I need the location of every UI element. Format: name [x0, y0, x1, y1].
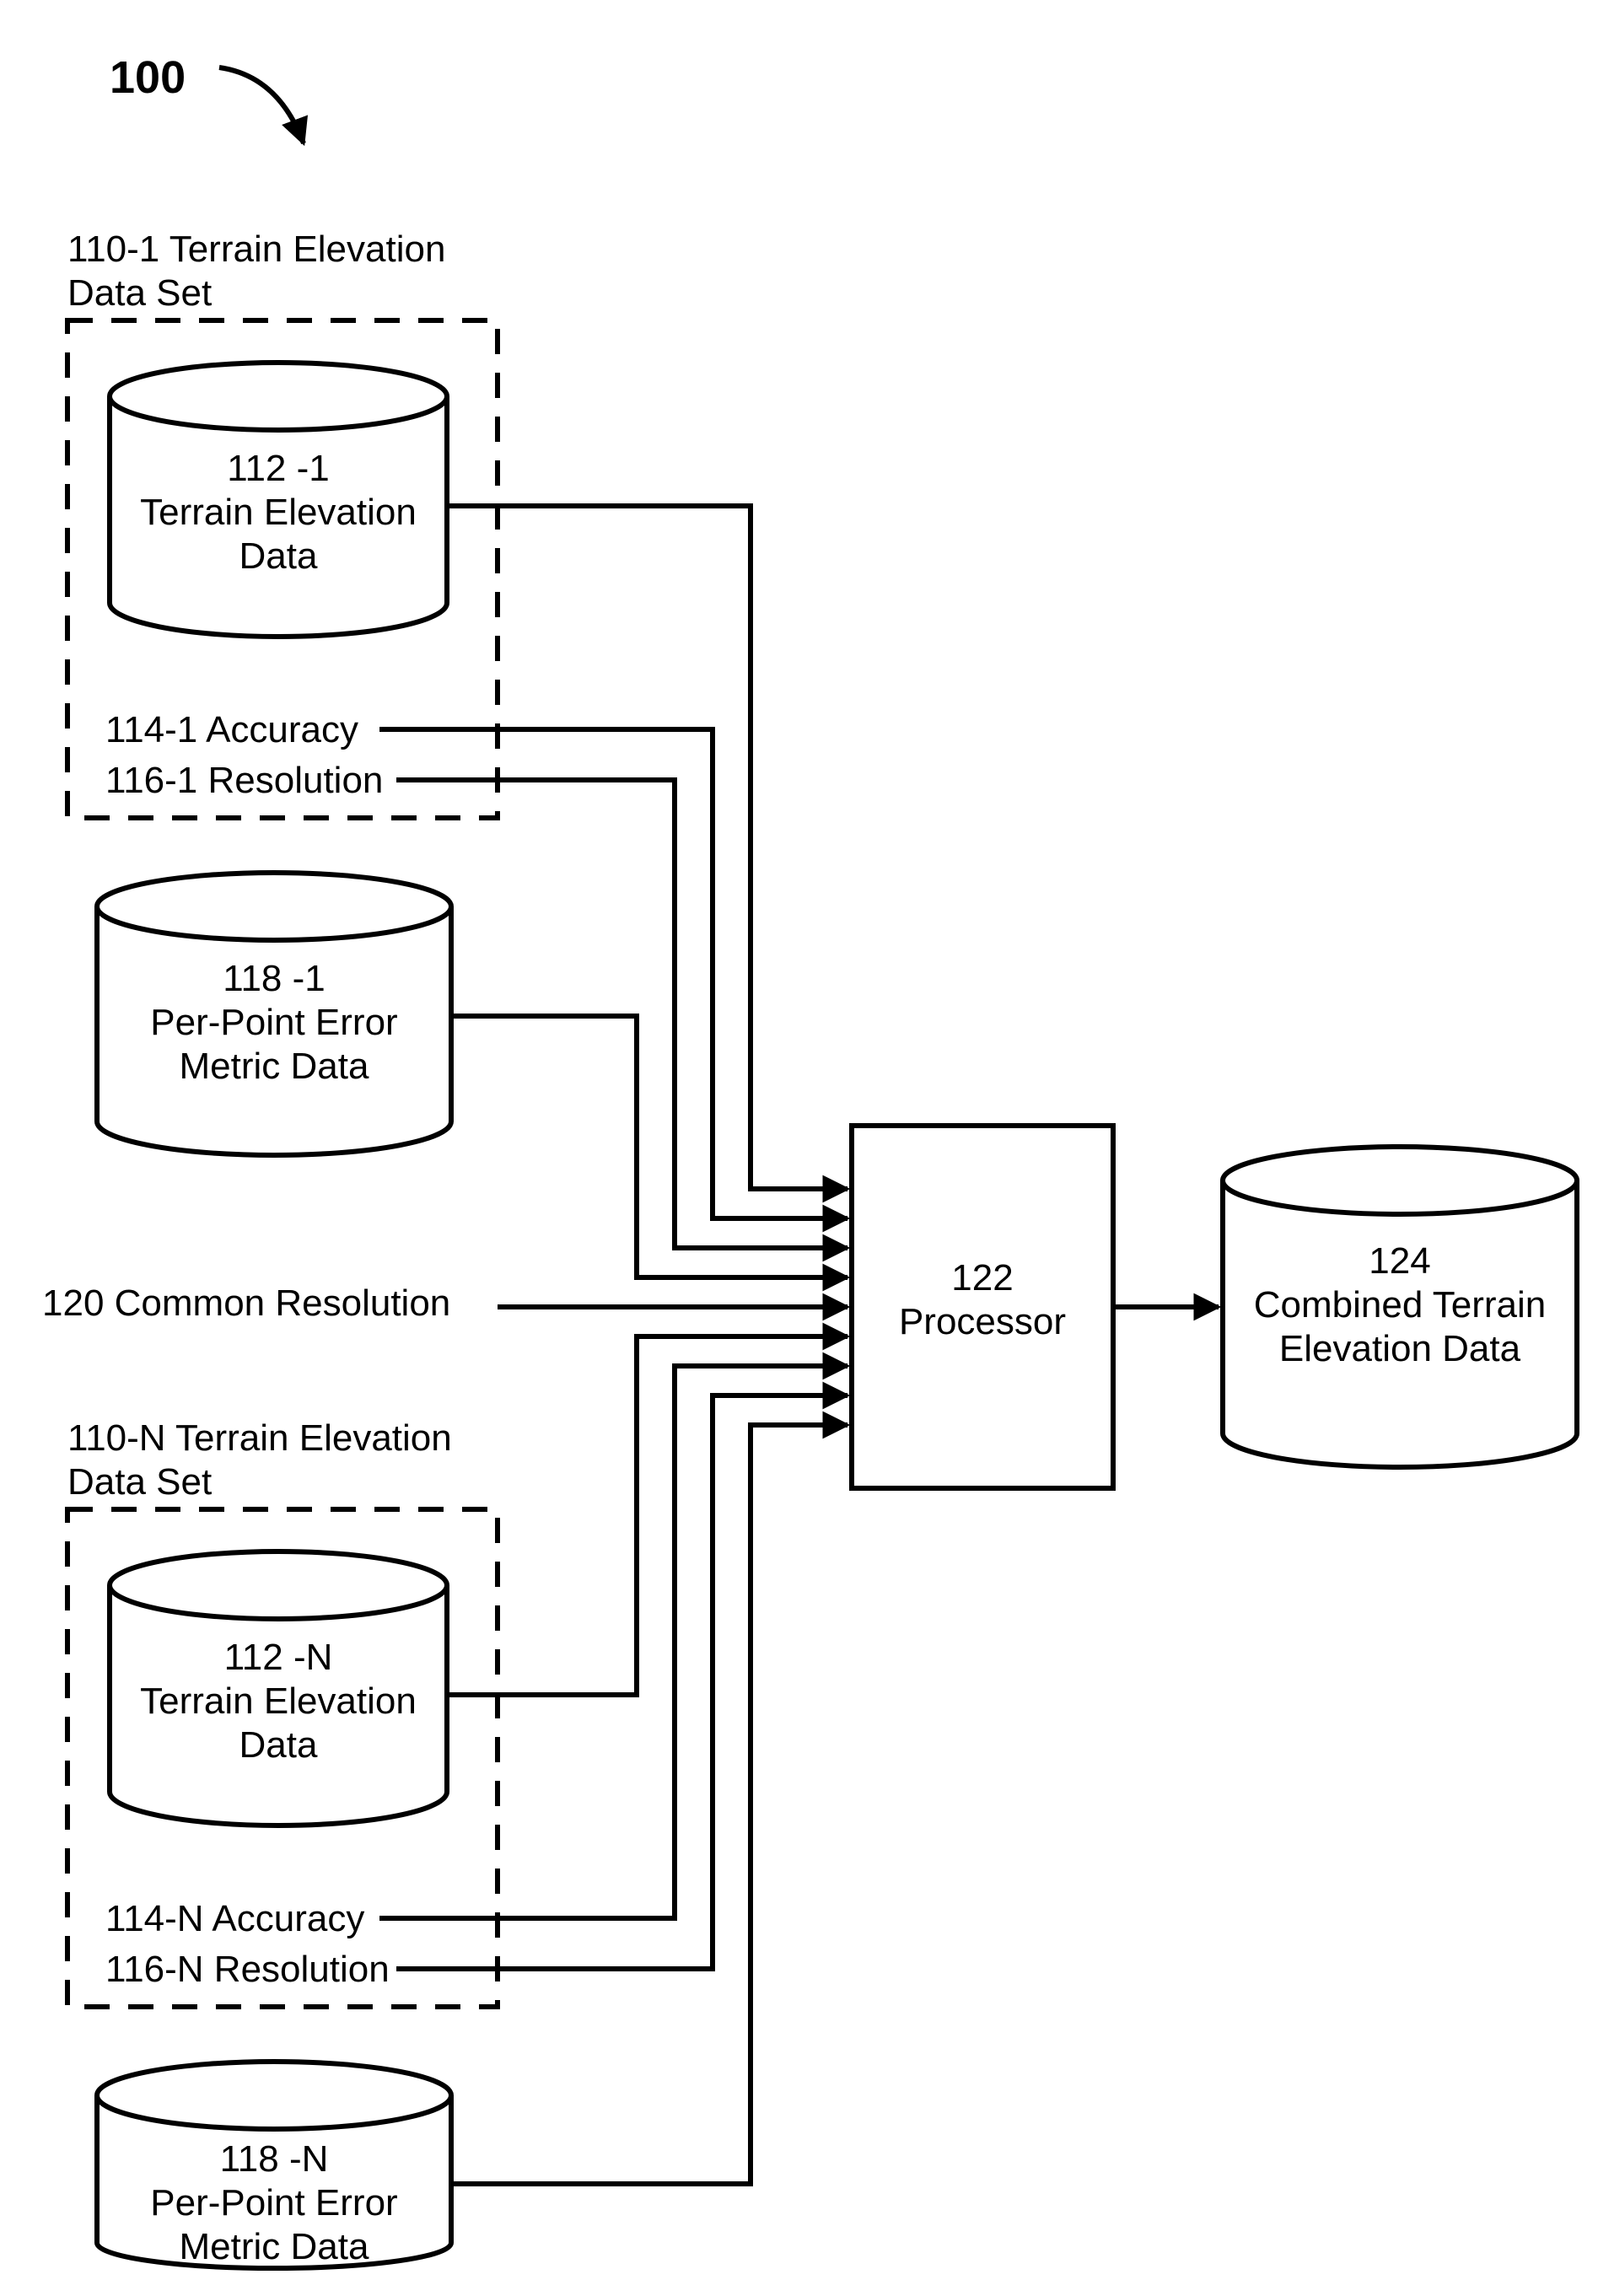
figure-arrow [219, 67, 304, 143]
edge-112-n [447, 1336, 847, 1695]
dataset1-group-label: 110-1 Terrain ElevationData Set [67, 229, 445, 314]
edge-118-n [451, 1425, 847, 2184]
datasetN-group-label: 110-N Terrain ElevationData Set [67, 1417, 452, 1503]
cylinder-118-1-label: 118 -1Per-Point ErrorMetric Data [150, 958, 397, 1087]
cylinder-112-n: 112 -NTerrain ElevationData [110, 1551, 447, 1826]
cylinder-124: 124Combined TerrainElevation Data [1223, 1147, 1577, 1467]
figure-number: 100 [110, 52, 186, 103]
common-resolution-label: 120 Common Resolution [42, 1282, 450, 1324]
cylinder-112-1: 112 -1Terrain ElevationData [110, 363, 447, 637]
diagram: 100 110-1 Terrain ElevationData Set 112 … [0, 0, 1598, 2296]
cylinder-118-n-label: 118 -NPer-Point ErrorMetric Data [150, 2138, 397, 2267]
resolution-116-1: 116-1 Resolution [105, 760, 383, 801]
processor-label: 122Processor [899, 1257, 1066, 1342]
cylinder-112-n-label: 112 -NTerrain ElevationData [140, 1637, 417, 1766]
edge-112-1 [447, 506, 847, 1189]
resolution-116-n: 116-N Resolution [105, 1949, 390, 1990]
edge-118-1 [451, 1016, 847, 1277]
edge-116-n [396, 1395, 847, 1969]
cylinder-124-label: 124Combined TerrainElevation Data [1254, 1240, 1546, 1369]
cylinder-112-1-label: 112 -1Terrain ElevationData [140, 448, 417, 577]
accuracy-114-n: 114-N Accuracy [105, 1898, 364, 1939]
cylinder-118-n: 118 -NPer-Point ErrorMetric Data [97, 2062, 451, 2268]
cylinder-118-1: 118 -1Per-Point ErrorMetric Data [97, 873, 451, 1155]
accuracy-114-1: 114-1 Accuracy [105, 709, 358, 750]
